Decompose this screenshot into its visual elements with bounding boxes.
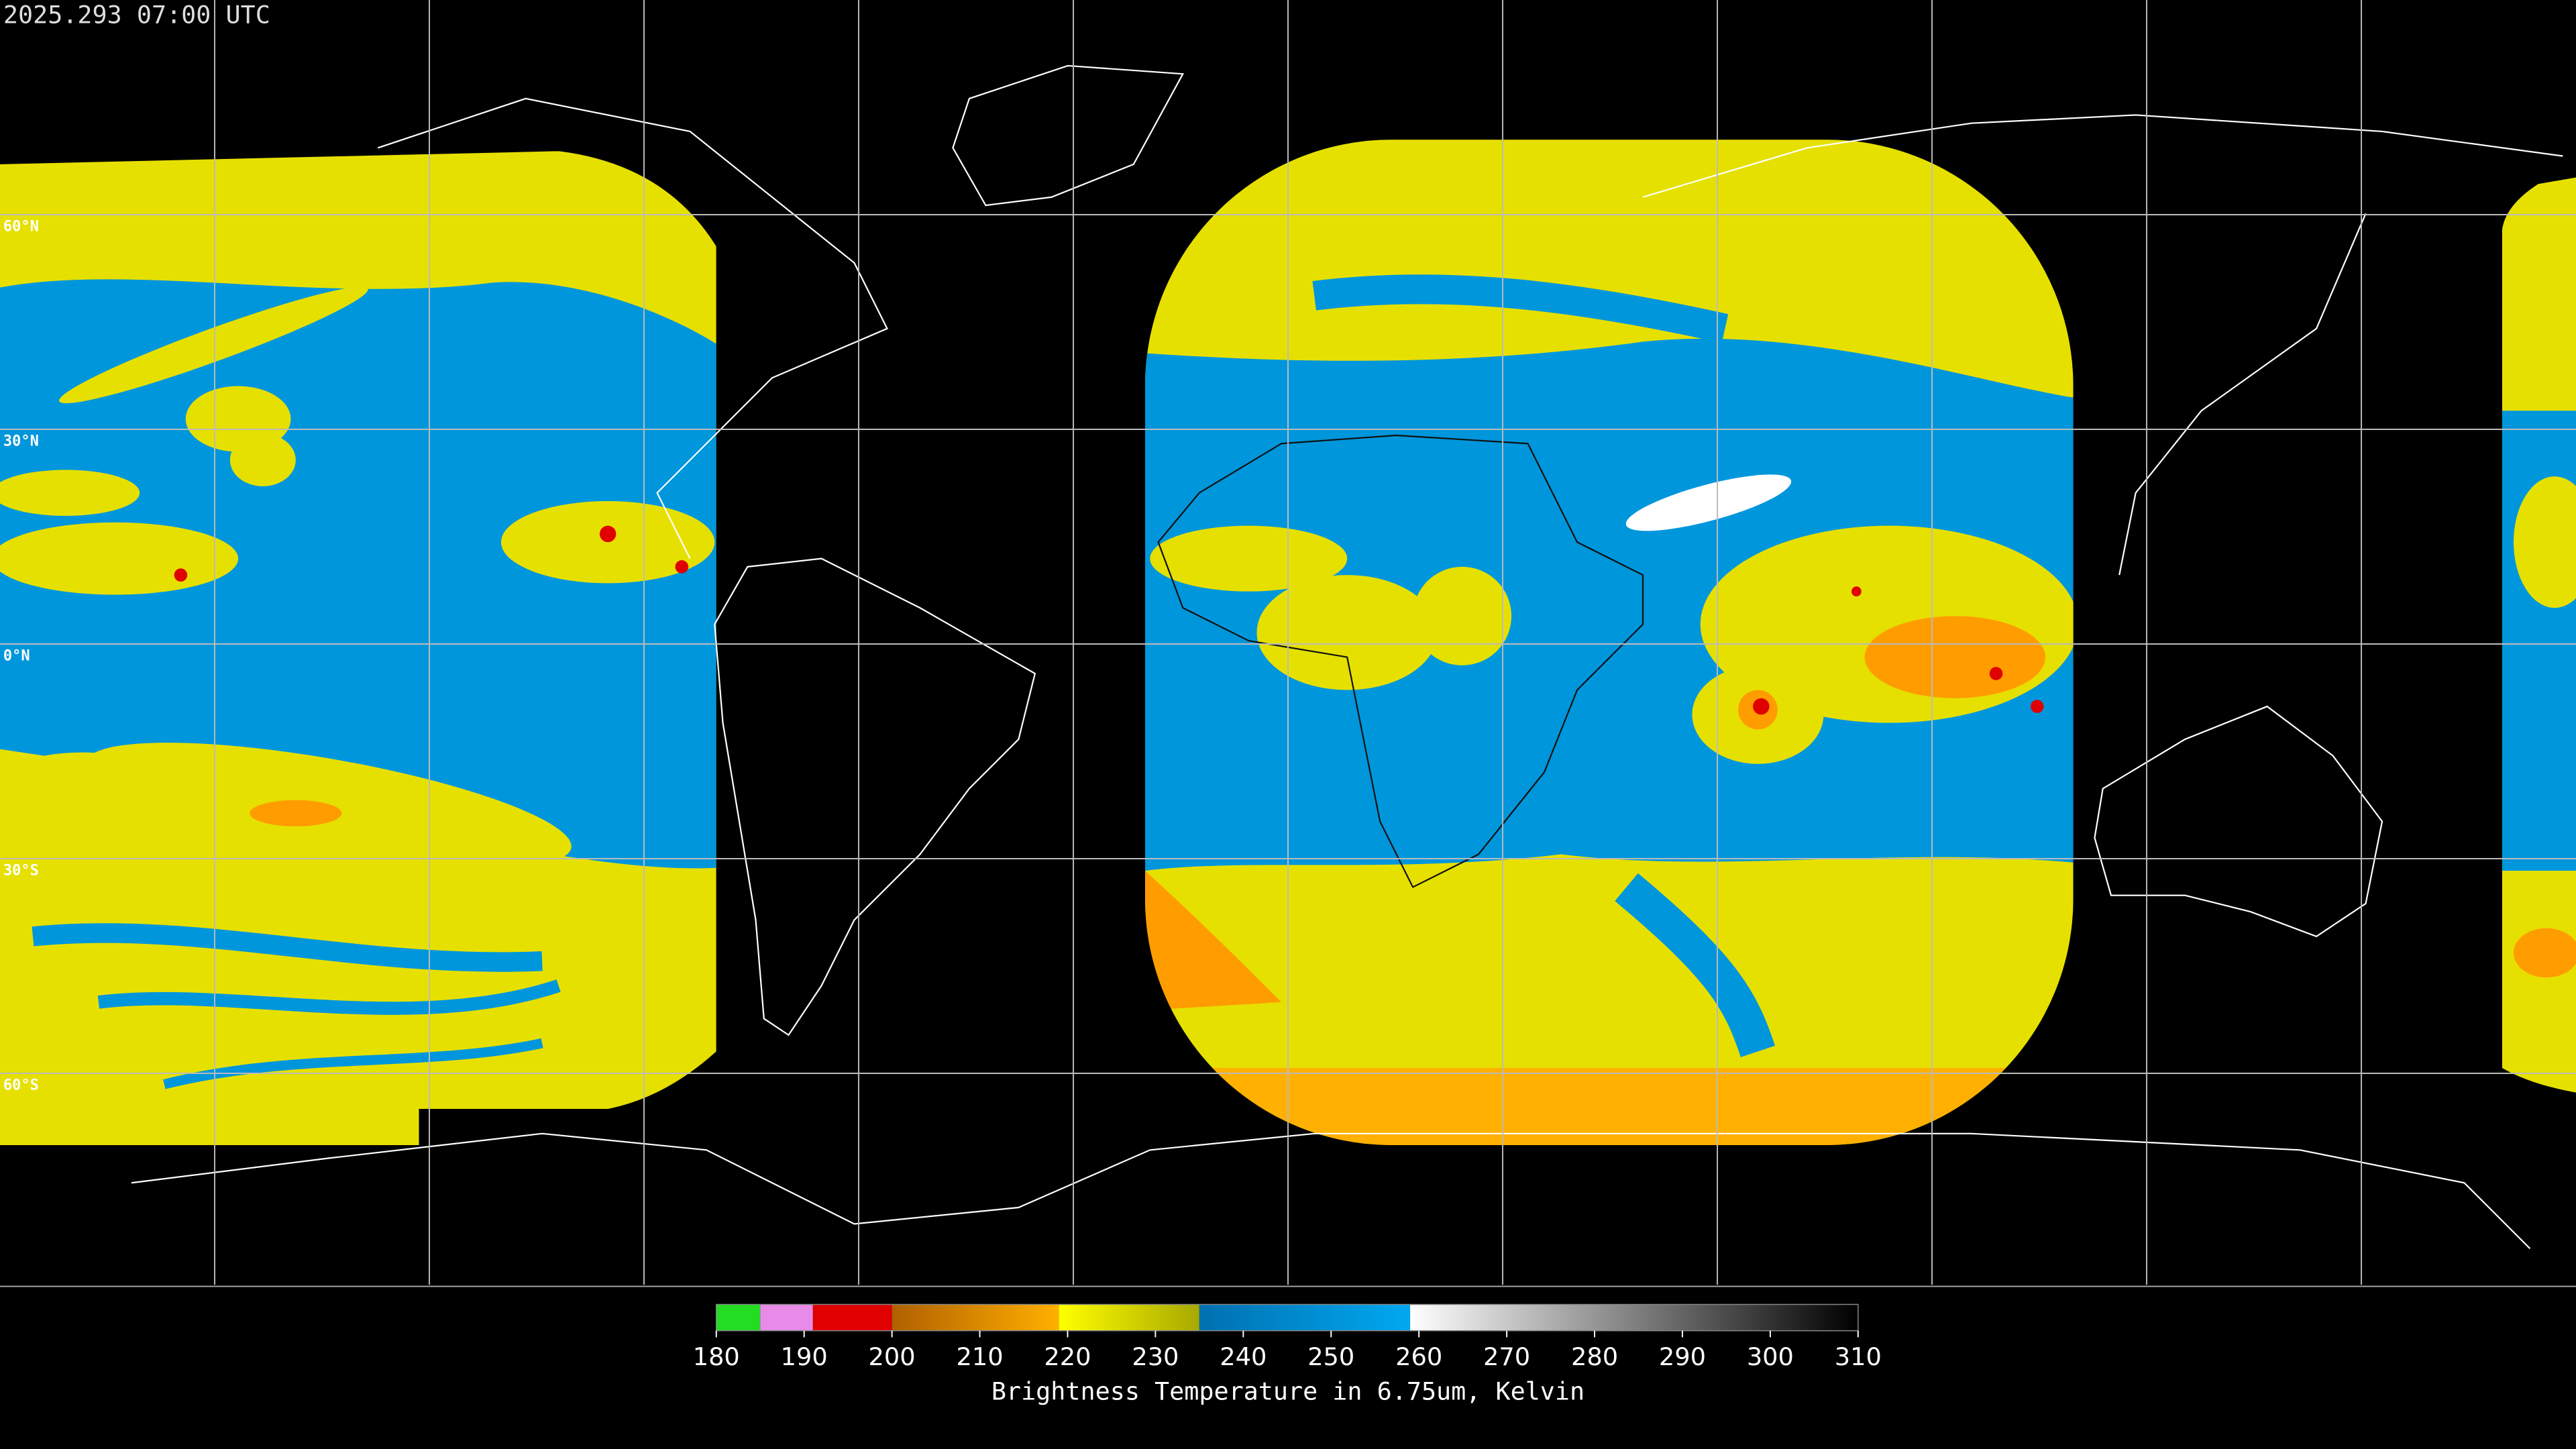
colorbar-segment	[892, 1304, 1059, 1331]
colorbar-tick-label: 290	[1659, 1342, 1706, 1371]
colorbar-tick-label: 250	[1307, 1342, 1354, 1371]
satellite-imagery-west	[0, 151, 716, 1145]
colorbar-label: Brightness Temperature in 6.75um, Kelvin	[991, 1377, 1585, 1406]
colorbar-tick-label: 240	[1220, 1342, 1267, 1371]
latitude-label: 60°S	[3, 1077, 39, 1093]
satellite-imagery-center	[1144, 140, 2074, 1145]
colorbar-segment	[812, 1304, 892, 1331]
colorbar-tick-label: 220	[1044, 1342, 1091, 1371]
colorbar-segment	[1410, 1304, 1858, 1331]
colorbar-segment	[1059, 1304, 1199, 1331]
colorbar-segment	[716, 1304, 761, 1331]
latitude-label: 0°N	[3, 647, 30, 664]
colorbar-tick-label: 300	[1747, 1342, 1794, 1371]
colorbar-segment	[760, 1304, 813, 1331]
latitude-label: 30°S	[3, 862, 39, 879]
timestamp: 2025.293 07:00 UTC	[3, 0, 270, 29]
graticule	[0, 0, 2576, 1285]
coastlines	[131, 64, 2563, 1250]
satellite-imagery-east	[2502, 177, 2576, 1093]
colorbar-tick-label: 280	[1571, 1342, 1618, 1371]
colorbar-tick-label: 260	[1395, 1342, 1442, 1371]
colorbar: 180 190 200 210 220 230 240 250 260 270 280 290 300 3…	[693, 1303, 1882, 1371]
colorbar-tick-label: 190	[781, 1342, 828, 1371]
latitude-label: 30°N	[3, 433, 39, 449]
colorbar-tick-label: 180	[693, 1342, 740, 1371]
colorbar-tick-label: 310	[1835, 1342, 1882, 1371]
colorbar-tick-label: 230	[1132, 1342, 1179, 1371]
latitude-labels: 60°N 30°N 0°N 30°S 60°S	[3, 218, 39, 1093]
colorbar-frame	[716, 1303, 1859, 1332]
colorbar-tick-label: 270	[1483, 1342, 1530, 1371]
colorbar-tick-label: 200	[869, 1342, 916, 1371]
latitude-label: 60°N	[3, 218, 39, 235]
colorbar-segment	[1199, 1304, 1411, 1331]
colorbar-tick-label: 210	[956, 1342, 1003, 1371]
